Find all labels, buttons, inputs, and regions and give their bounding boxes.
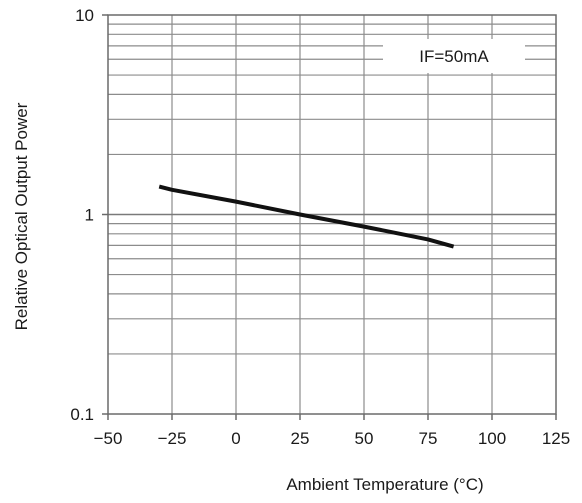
y-tick-label: 10 [75, 6, 94, 25]
series-line-0 [158, 184, 455, 249]
x-tick-label: −25 [158, 429, 187, 448]
y-axis-title: Relative Optical Output Power [12, 102, 31, 330]
legend: IF=50mA [383, 39, 525, 73]
grid [108, 15, 556, 414]
series-layer [158, 184, 455, 249]
y-tick-label: 1 [85, 206, 94, 225]
x-tick-label: 100 [478, 429, 506, 448]
x-tick-labels: −50 −25 0 25 50 75 100 125 [94, 414, 570, 448]
x-tick-label: 75 [419, 429, 438, 448]
x-tick-label: −50 [94, 429, 123, 448]
x-tick-label: 0 [231, 429, 240, 448]
legend-label: IF=50mA [419, 47, 489, 66]
x-tick-label: 25 [291, 429, 310, 448]
y-tick-labels: 0.1 1 10 [70, 6, 108, 424]
legend-box [383, 39, 525, 73]
x-tick-label: 50 [355, 429, 374, 448]
y-tick-label: 0.1 [70, 405, 94, 424]
x-axis-title: Ambient Temperature (°C) [286, 475, 483, 494]
x-tick-label: 125 [542, 429, 570, 448]
